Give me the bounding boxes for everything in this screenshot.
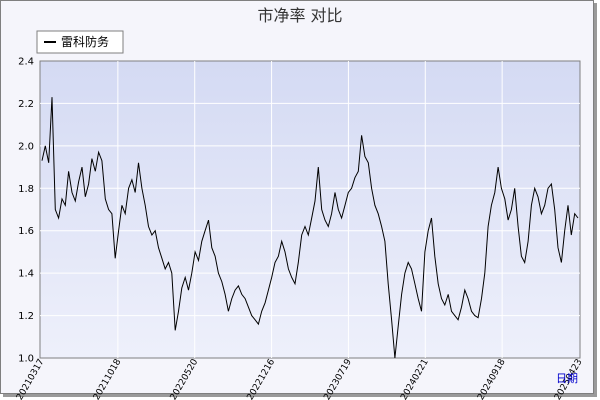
x-tick-label: 20240221 — [399, 358, 431, 400]
y-tick-label: 2.0 — [18, 141, 34, 152]
legend-label: 雷科防务 — [61, 34, 109, 49]
y-tick-label: 2.2 — [18, 99, 34, 110]
x-tick-label: 20221216 — [246, 357, 278, 400]
series-line — [41, 97, 579, 359]
y-tick-label: 1.8 — [18, 184, 34, 195]
x-tick-label: 20230719 — [322, 357, 354, 400]
x-tick-label: 20211018 — [92, 357, 124, 400]
x-tick-label: 20240918 — [476, 357, 508, 400]
y-tick-label: 1.2 — [18, 311, 34, 322]
legend: 雷科防务 — [36, 30, 124, 54]
x-tick-label: 20220520 — [169, 357, 201, 400]
y-tick-label: 1.0 — [18, 354, 34, 365]
chart-title: 市净率 对比 — [257, 6, 342, 25]
y-tick-label: 2.4 — [18, 57, 34, 68]
y-tick-label: 1.6 — [18, 226, 34, 237]
plot-area — [39, 60, 581, 359]
x-axis-label: 日期 — [556, 372, 578, 385]
y-tick-label: 1.4 — [18, 269, 34, 280]
